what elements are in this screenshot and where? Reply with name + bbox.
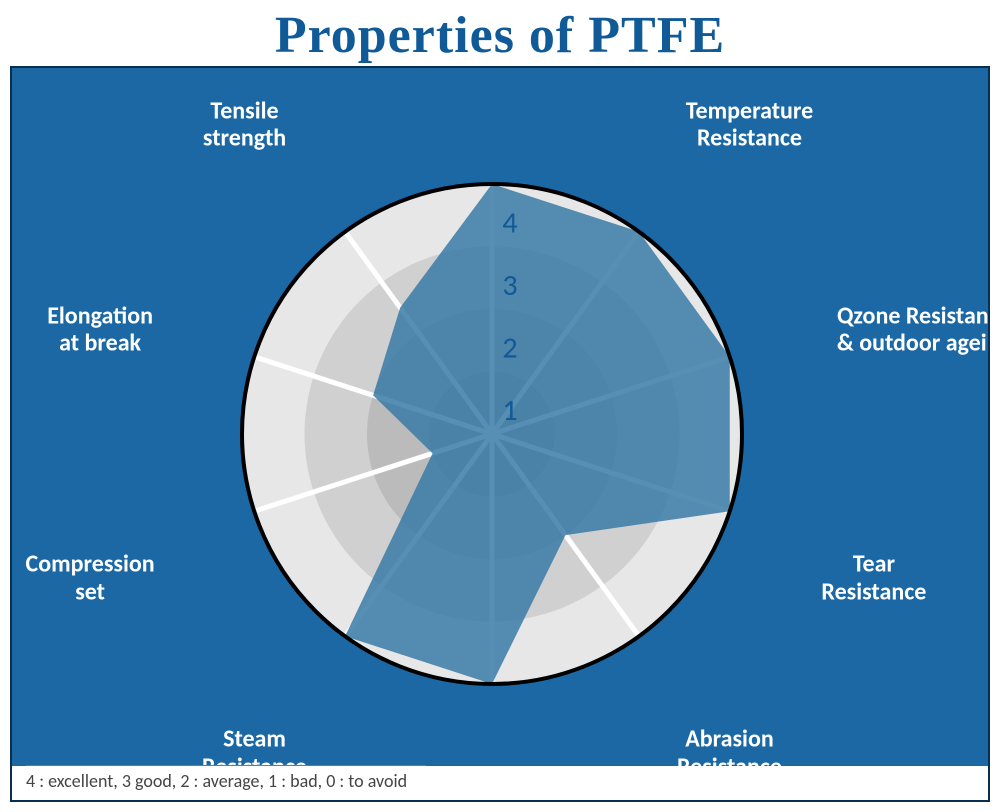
axis-label: Tear Resistance xyxy=(821,551,926,606)
tick-label: 4 xyxy=(502,204,517,241)
legend-rule xyxy=(26,765,426,766)
tick-label: 3 xyxy=(502,267,517,304)
tick-label: 2 xyxy=(502,329,517,366)
tick-label: 1 xyxy=(502,392,517,429)
axis-label: Tensile strength xyxy=(203,97,286,152)
axis-label: Temperature Resistance xyxy=(686,97,814,152)
axis-label: Compression set xyxy=(26,551,155,606)
axis-label: Qzone Resistance & outdoor ageing xyxy=(837,302,990,357)
page-title: Properties of PTFE xyxy=(0,0,1000,65)
axis-label: Elongation at break xyxy=(47,302,153,357)
legend-text: 4 : excellent, 3 good, 2 : average, 1 : … xyxy=(26,770,407,792)
axis-label: Oil Resistance xyxy=(440,66,545,72)
chart-panel: 4 3 2 1 Oil Resistance Temperature Resistanc… xyxy=(10,66,990,802)
radar-chart: 4 3 2 1 xyxy=(12,68,990,802)
